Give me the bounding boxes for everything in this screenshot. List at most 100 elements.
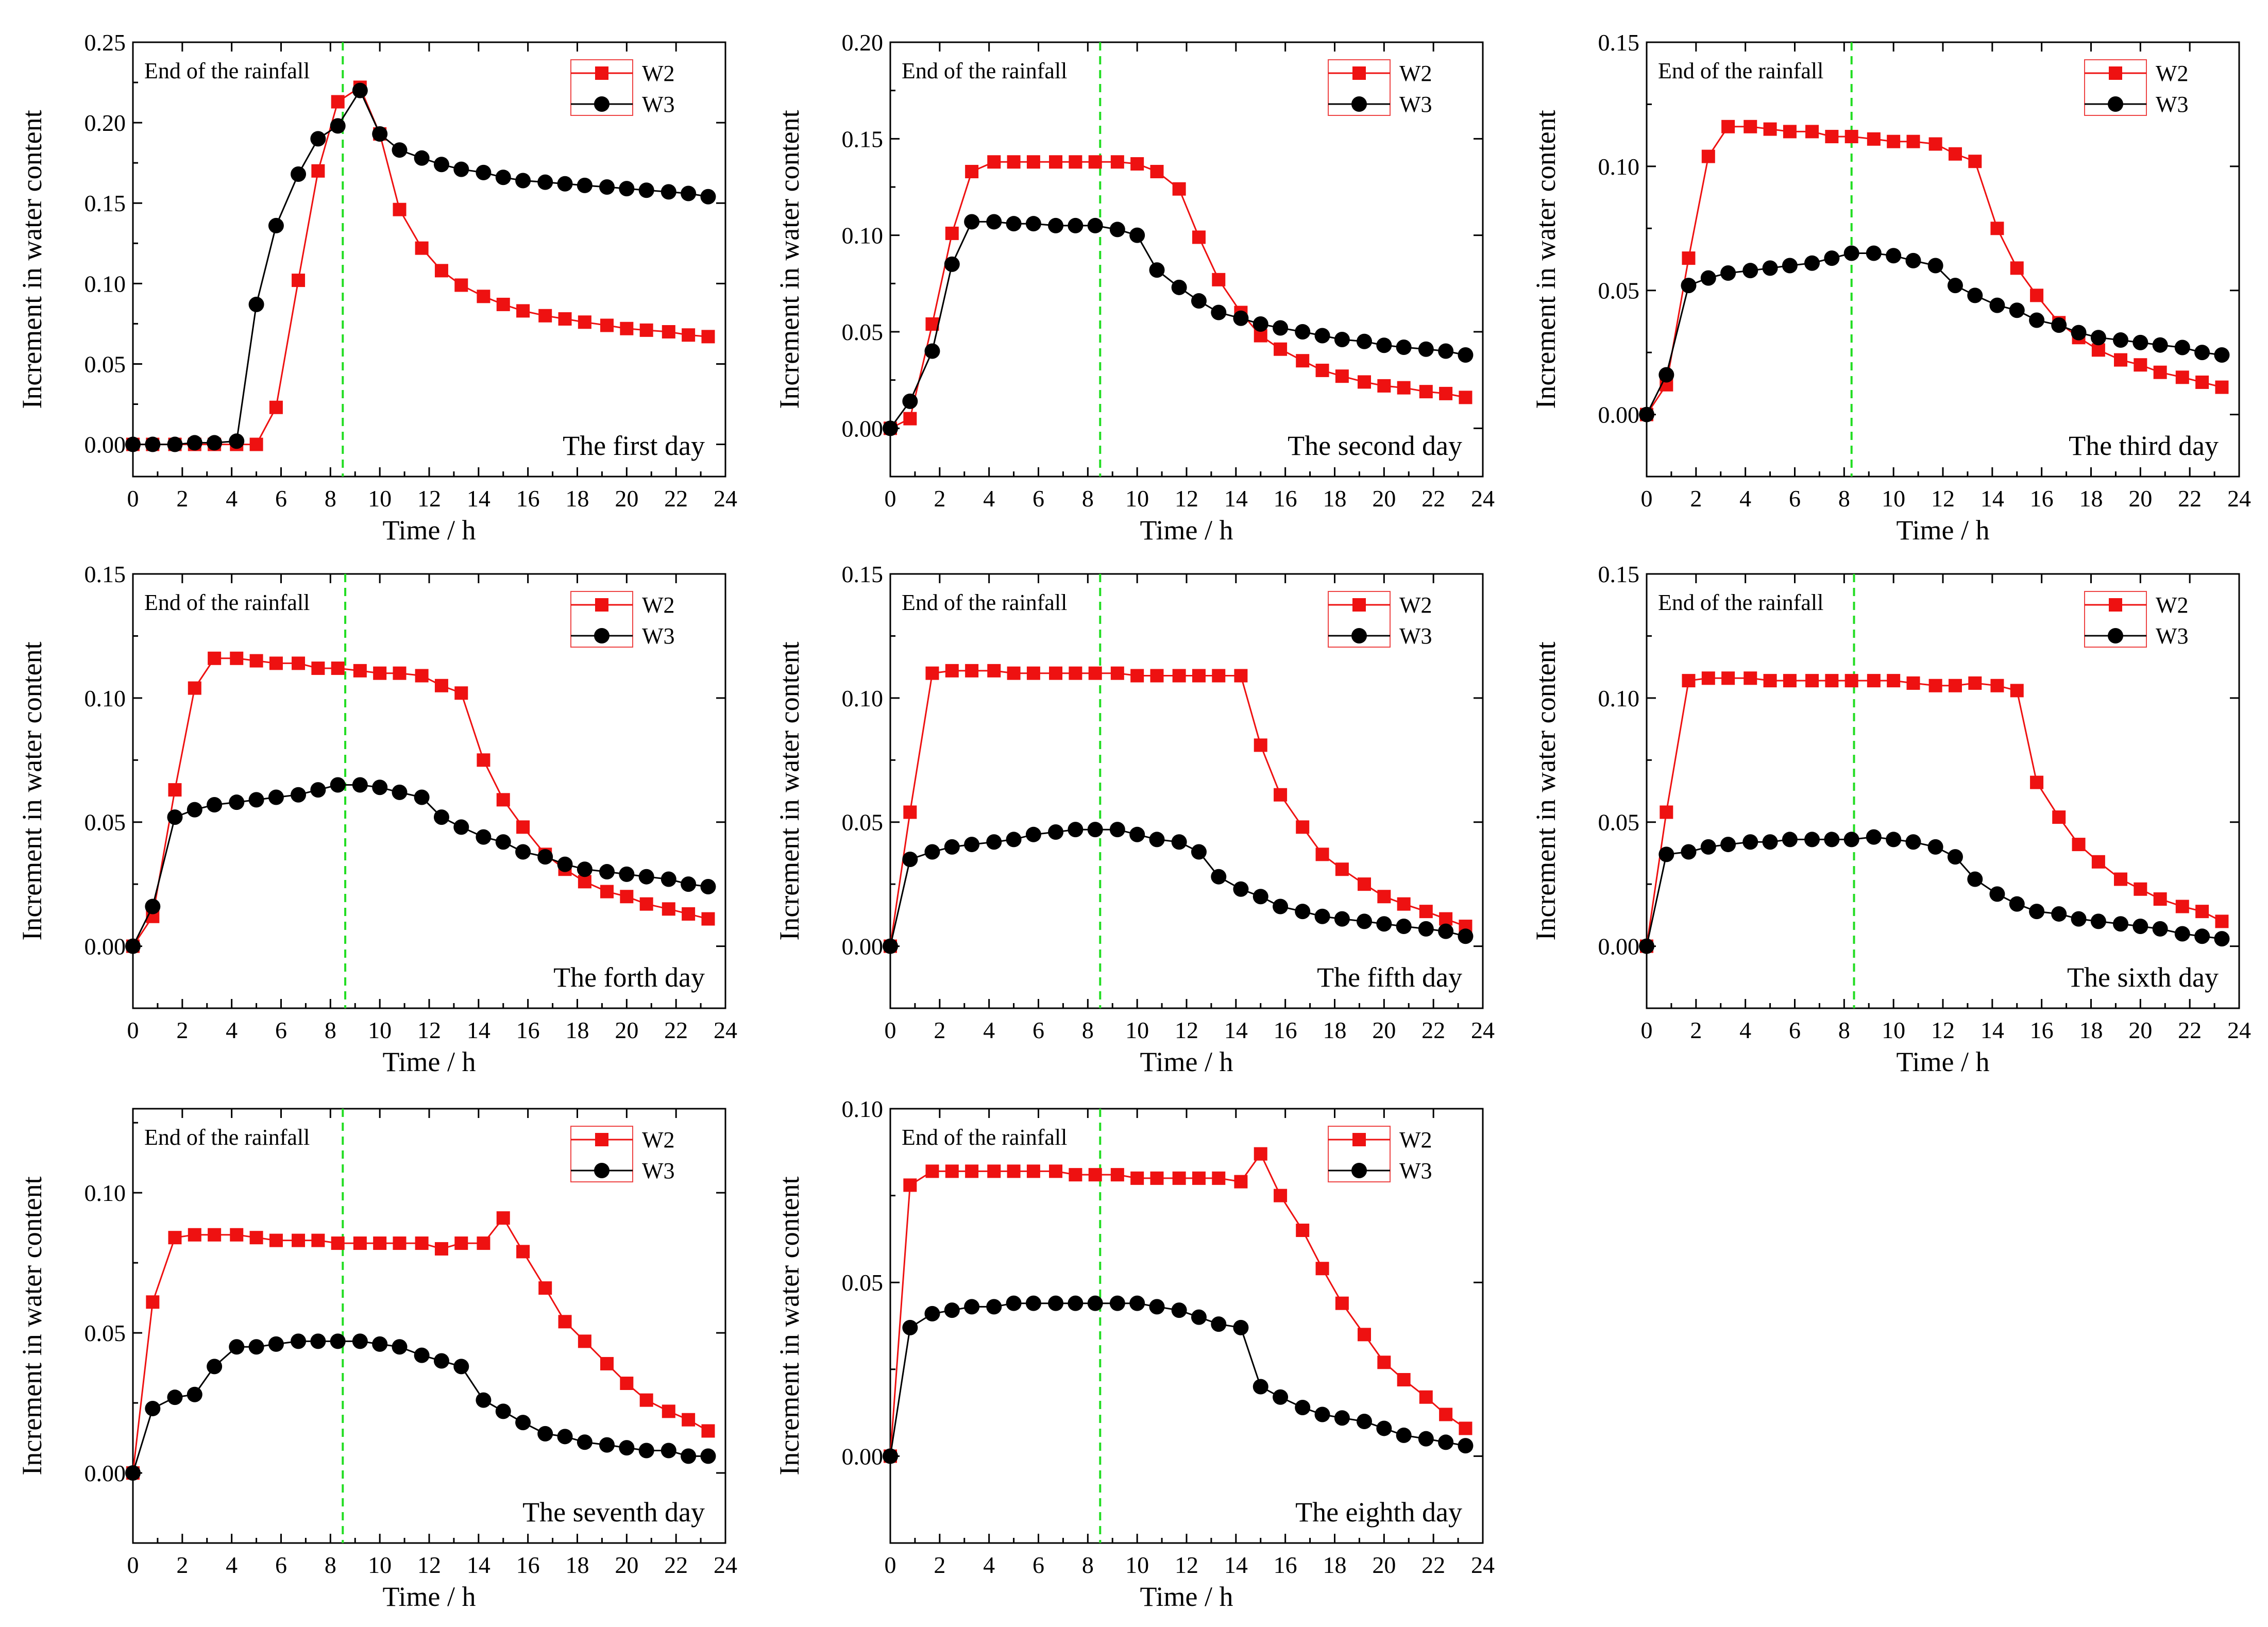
data-point xyxy=(1234,669,1248,683)
data-point xyxy=(662,325,675,338)
data-point xyxy=(1315,848,1329,861)
data-point xyxy=(638,182,654,198)
data-point xyxy=(2132,919,2148,935)
data-point xyxy=(1006,216,1022,232)
x-tick-label: 8 xyxy=(1838,485,1850,512)
x-axis-title: Time / h xyxy=(1140,1046,1233,1077)
data-point xyxy=(477,753,490,767)
data-point xyxy=(1928,137,1942,151)
y-tick-label: 0.05 xyxy=(1598,809,1640,836)
data-point xyxy=(229,433,245,449)
x-tick-label: 2 xyxy=(1690,485,1702,512)
x-tick-label: 24 xyxy=(714,1552,737,1578)
data-point xyxy=(1026,666,1040,680)
data-point xyxy=(1192,669,1206,683)
data-point xyxy=(964,214,980,230)
legend-marker-w3 xyxy=(594,96,610,112)
data-point xyxy=(944,256,960,272)
x-tick-label: 8 xyxy=(1082,1552,1094,1578)
data-point xyxy=(964,1299,980,1315)
data-point xyxy=(1110,666,1124,680)
data-point xyxy=(662,902,675,916)
data-point xyxy=(1701,671,1715,685)
series-line-w2 xyxy=(889,670,1466,946)
data-point xyxy=(1805,125,1819,139)
data-point xyxy=(1110,155,1124,169)
data-point xyxy=(1171,279,1187,295)
data-point xyxy=(681,876,697,892)
x-tick-label: 20 xyxy=(615,485,638,512)
data-point xyxy=(167,436,183,452)
data-point xyxy=(433,809,449,825)
legend-label: W2 xyxy=(642,592,675,618)
y-axis-title: Increment in water content xyxy=(16,110,47,409)
data-point xyxy=(392,784,408,800)
data-point xyxy=(2152,337,2168,353)
data-point xyxy=(1211,1316,1227,1332)
data-point xyxy=(1459,1421,1472,1435)
data-point xyxy=(516,304,530,318)
x-tick-label: 14 xyxy=(467,485,490,512)
data-point xyxy=(168,783,182,797)
y-tick-label: 0.00 xyxy=(842,415,884,442)
data-point xyxy=(1315,363,1329,377)
data-point xyxy=(1233,310,1249,326)
x-tick-label: 12 xyxy=(417,485,441,512)
data-point xyxy=(1025,1295,1041,1311)
data-point xyxy=(292,1233,306,1247)
data-point xyxy=(1660,805,1673,819)
data-point xyxy=(476,829,492,845)
y-tick-label: 0.00 xyxy=(842,934,884,960)
data-point xyxy=(619,1440,635,1456)
legend-label: W2 xyxy=(2156,592,2189,618)
data-point xyxy=(987,155,1001,169)
chart-panel-4: 0 2 4 6 8 10 12 14 16 18 20 22 240.000.050.100.15Tim… xyxy=(16,561,737,1077)
data-point xyxy=(1314,1406,1330,1422)
data-point xyxy=(188,1228,201,1242)
data-point xyxy=(187,1386,202,1402)
x-tick-label: 8 xyxy=(1082,1017,1094,1043)
x-tick-label: 20 xyxy=(1372,485,1396,512)
data-point xyxy=(1334,331,1350,347)
series-line-w2 xyxy=(1646,677,2223,946)
data-point xyxy=(1109,822,1125,838)
plot-frame xyxy=(889,41,1484,478)
data-point xyxy=(599,864,615,880)
legend-box xyxy=(570,59,633,116)
x-tick-label: 4 xyxy=(226,1017,238,1043)
x-tick-label: 20 xyxy=(1372,1017,1396,1043)
x-tick-label: 0 xyxy=(885,1017,896,1043)
series-line-w3 xyxy=(133,89,708,446)
data-point xyxy=(1762,260,1778,276)
data-point xyxy=(2214,931,2230,947)
series-w3 xyxy=(1639,245,2230,422)
data-point xyxy=(496,1211,510,1225)
data-point xyxy=(1129,1295,1145,1311)
data-point xyxy=(1744,120,1757,133)
y-tick-label: 0.10 xyxy=(84,270,126,297)
data-point xyxy=(2029,312,2045,328)
data-point xyxy=(1376,337,1392,353)
legend-box xyxy=(1328,1126,1391,1182)
data-point xyxy=(1049,666,1063,680)
x-tick-label: 6 xyxy=(1033,1552,1044,1578)
panel-label: The third day xyxy=(2069,430,2219,461)
data-point xyxy=(1439,386,1453,400)
data-point xyxy=(352,1333,368,1349)
data-point xyxy=(1682,251,1696,265)
data-point xyxy=(1439,1408,1453,1421)
data-point xyxy=(1866,245,1882,261)
data-point xyxy=(207,435,223,451)
data-point xyxy=(434,1242,448,1256)
data-point xyxy=(1928,679,1942,692)
data-point xyxy=(1253,1379,1268,1395)
data-point xyxy=(146,1295,160,1309)
data-point xyxy=(1843,832,1859,848)
data-point xyxy=(945,664,959,677)
data-point xyxy=(393,202,407,216)
data-point xyxy=(477,290,490,303)
data-point xyxy=(415,669,429,683)
data-point xyxy=(1273,899,1289,914)
data-point xyxy=(1049,1164,1063,1178)
x-tick-label: 14 xyxy=(1224,1017,1248,1043)
